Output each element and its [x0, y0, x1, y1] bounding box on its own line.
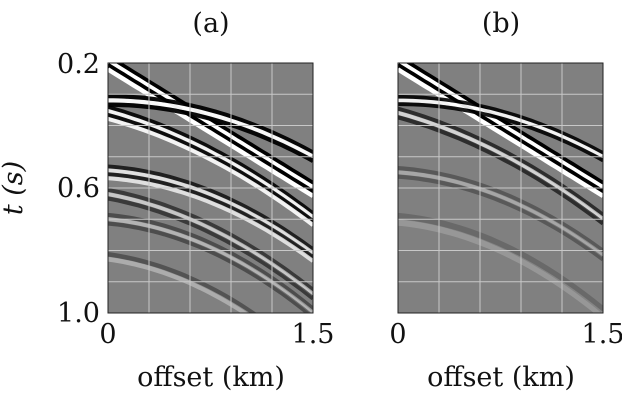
event-stripe	[108, 256, 250, 313]
event-stripe	[108, 172, 313, 259]
panel-frame	[107, 62, 314, 314]
x-tick-label: 0	[389, 319, 406, 350]
event-stripe	[108, 187, 313, 292]
event-stripe	[108, 98, 313, 159]
x-axis-title: offset (km)	[137, 362, 285, 393]
event-stripe	[398, 170, 603, 257]
grid	[398, 63, 603, 313]
event-stripe	[108, 192, 313, 297]
event-stripe	[398, 98, 603, 159]
seismic-section	[108, 63, 313, 313]
event-stripe	[398, 115, 603, 226]
event-stripe	[108, 168, 313, 255]
event-stripe	[398, 110, 603, 222]
event-stripe	[108, 176, 313, 263]
event-stripe	[398, 102, 603, 163]
panel-a: (a) 0 1.5 offset (km)	[99, 8, 334, 393]
event-stripe	[398, 63, 603, 190]
event-stripe	[398, 212, 603, 313]
x-tick-label: 1.5	[582, 319, 622, 350]
event-stripe	[108, 105, 313, 216]
event-stripe	[398, 106, 603, 217]
panel-label: (b)	[482, 8, 520, 39]
event-stripe	[108, 251, 257, 313]
y-tick-label: 0.2	[57, 49, 100, 80]
event-stripe	[108, 164, 313, 251]
event-stripe	[398, 174, 603, 262]
y-tick-label: 1.0	[57, 298, 100, 329]
event-stripe	[108, 221, 312, 313]
event-stripe	[108, 63, 313, 190]
panel-label: (a)	[192, 8, 229, 39]
panel-frame	[397, 62, 604, 314]
event-stripe	[398, 166, 603, 253]
event-stripe	[108, 63, 313, 194]
event-stripe	[398, 95, 603, 155]
event-stripe	[108, 67, 313, 198]
y-axis-title: t (s)	[0, 161, 29, 215]
grid	[108, 63, 313, 313]
event-stripe	[108, 212, 313, 311]
seismic-events	[398, 63, 603, 313]
event-stripe	[108, 94, 313, 155]
event-stripe	[108, 196, 313, 301]
x-tick-label: 0	[99, 319, 116, 350]
y-axis: t (s) 0.2 0.6 1.0	[0, 49, 100, 329]
event-stripe	[398, 67, 603, 198]
panel-b: (b) 0 1.5 offset (km)	[389, 8, 622, 393]
x-tick-label: 1.5	[292, 319, 335, 350]
event-stripe	[108, 217, 313, 313]
x-axis-title: offset (km)	[427, 362, 575, 393]
event-stripe	[108, 102, 313, 163]
event-stripe	[108, 109, 313, 219]
y-tick-label: 0.6	[57, 173, 100, 204]
event-stripe	[108, 116, 313, 227]
event-stripe	[398, 63, 603, 194]
seismic-section	[398, 63, 603, 313]
seismic-events	[108, 63, 313, 313]
